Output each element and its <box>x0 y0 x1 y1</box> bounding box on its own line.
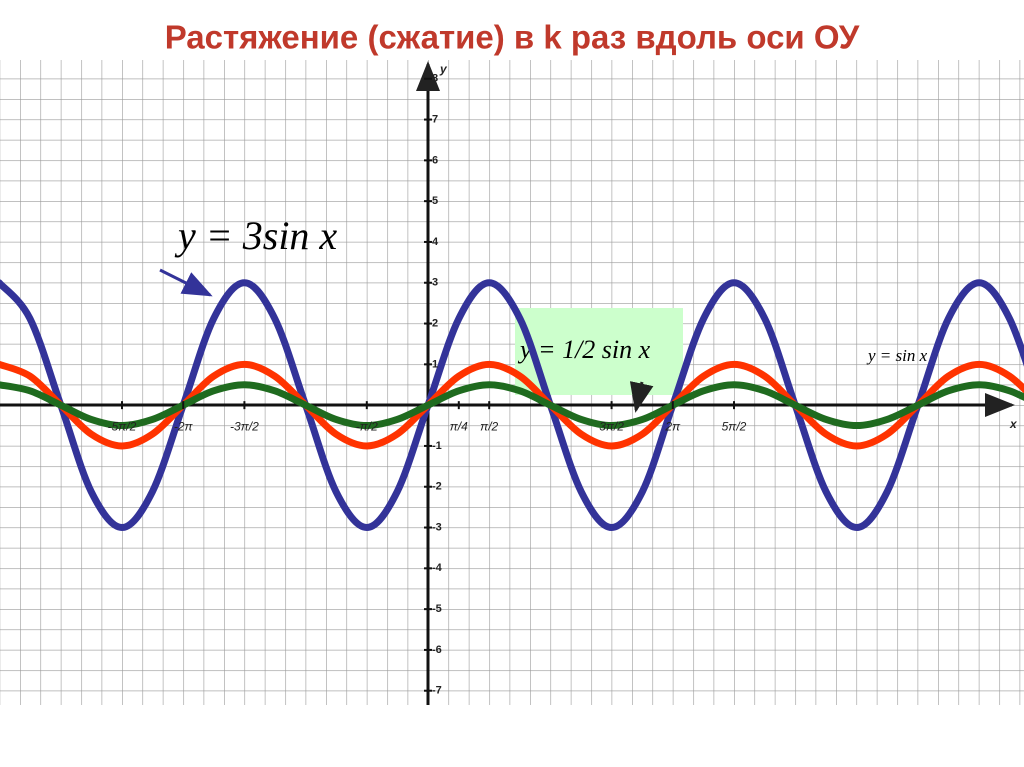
arrow <box>159 268 213 297</box>
x-tick-label: -5π/2 <box>108 419 137 433</box>
annotation: y = 1/2 sin x <box>517 335 651 364</box>
x-tick-label: -3π/2 <box>230 419 259 433</box>
chart-title: Растяжение (сжатие) в k раз вдоль оси ОУ <box>165 19 860 56</box>
x-tick-label: 2π <box>664 419 681 433</box>
x-tick-label: π/4 <box>450 419 468 433</box>
y-tick-label: 7 <box>432 113 438 125</box>
annotation: y = sin x <box>866 346 928 365</box>
y-tick-label: 1 <box>432 358 438 370</box>
curve <box>0 360 1024 450</box>
y-axis-label: y <box>439 62 448 76</box>
y-tick-label: 5 <box>432 195 438 207</box>
arrow <box>629 381 654 413</box>
y-tick-label: 3 <box>432 277 438 289</box>
y-tick-label: -6 <box>432 644 442 656</box>
annotation: y = 3sin x <box>174 213 337 258</box>
x-tick-label: 5π/2 <box>722 419 747 433</box>
y-tick-label: -1 <box>432 440 442 452</box>
y-tick-label: -2 <box>432 481 442 493</box>
y-tick-label: -7 <box>432 685 442 697</box>
y-tick-label: 2 <box>432 317 438 329</box>
x-tick-label: 3π/2 <box>599 419 624 433</box>
curve <box>0 381 1024 430</box>
y-tick-label: 8 <box>432 73 438 85</box>
y-tick-label: -4 <box>432 562 443 574</box>
y-tick-label: 4 <box>432 236 439 248</box>
x-axis-label: x <box>1009 417 1018 431</box>
grid <box>0 60 1024 705</box>
curve <box>0 279 1024 532</box>
x-tick-label: π/2 <box>480 419 498 433</box>
y-tick-label: 6 <box>432 154 438 166</box>
x-tick-label: -2π <box>174 419 194 433</box>
x-tick-label: -π/2 <box>356 419 378 433</box>
y-tick-label: -5 <box>432 603 442 615</box>
y-tick-label: -3 <box>432 521 442 533</box>
